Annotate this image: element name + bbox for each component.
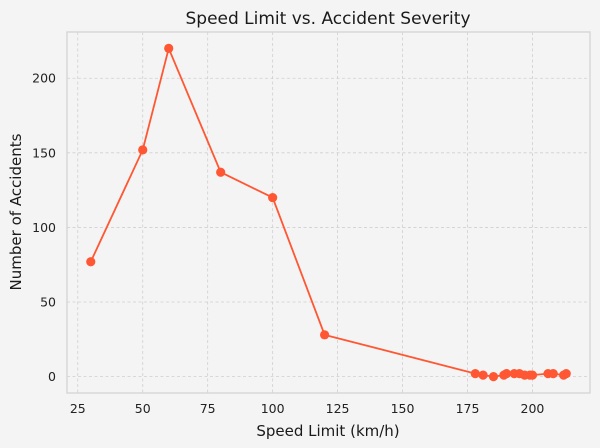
y-axis-label: Number of Accidents xyxy=(7,133,25,290)
y-tick-label: 50 xyxy=(40,295,56,310)
chart-title: Speed Limit vs. Accident Severity xyxy=(185,9,470,29)
x-tick-label: 200 xyxy=(521,401,545,416)
data-point xyxy=(216,167,226,177)
data-point xyxy=(470,369,480,379)
x-axis-ticks: 25 50 75 100 125 150 175 200 xyxy=(70,401,545,416)
data-point xyxy=(86,257,96,267)
x-tick-label: 75 xyxy=(200,401,216,416)
data-point xyxy=(164,43,174,54)
data-point xyxy=(561,369,571,379)
plot-area xyxy=(67,32,590,393)
series-layer xyxy=(86,43,571,382)
y-tick-label: 0 xyxy=(48,369,56,384)
axes-spines xyxy=(66,31,591,394)
data-point xyxy=(478,370,488,380)
y-tick-label: 200 xyxy=(32,71,56,86)
y-axis-ticks: 0 50 100 150 200 xyxy=(32,71,56,384)
data-point xyxy=(138,145,148,155)
x-tick-label: 125 xyxy=(326,401,350,416)
axes-frame xyxy=(66,31,591,394)
y-tick-label: 100 xyxy=(32,220,56,235)
data-point xyxy=(320,330,330,340)
data-point xyxy=(501,369,512,379)
data-point xyxy=(548,369,558,379)
x-tick-label: 50 xyxy=(135,401,151,416)
data-point xyxy=(527,370,538,380)
x-tick-label: 25 xyxy=(70,401,86,416)
data-point xyxy=(268,192,278,203)
x-axis-label: Speed Limit (km/h) xyxy=(256,422,399,440)
x-tick-label: 175 xyxy=(456,401,480,416)
data-point xyxy=(488,371,499,382)
x-tick-label: 150 xyxy=(391,401,415,416)
x-tick-label: 100 xyxy=(261,401,285,416)
y-tick-label: 150 xyxy=(32,145,56,160)
